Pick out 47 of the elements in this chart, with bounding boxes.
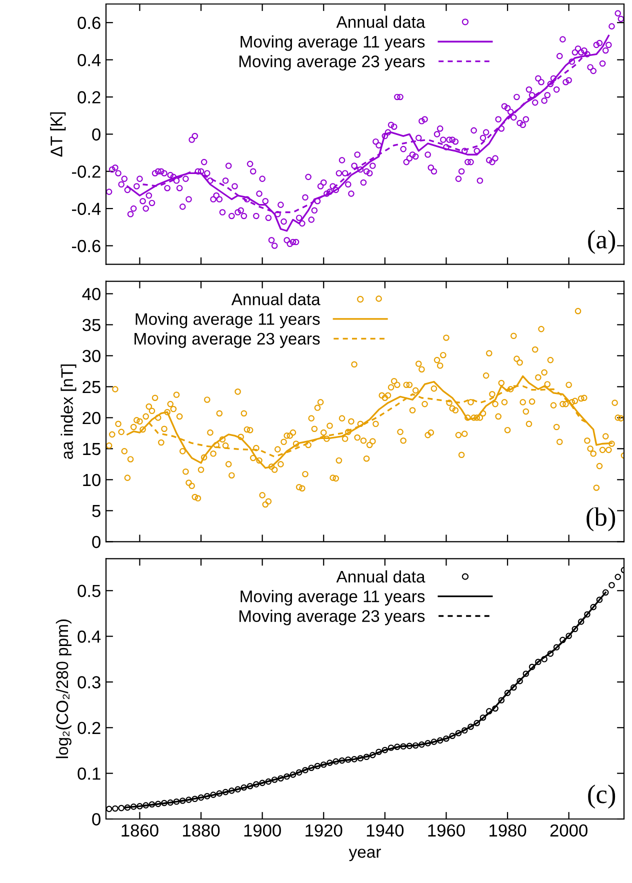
y-tick-label: 0.6 bbox=[78, 16, 100, 30]
y-tick-label: 0.3 bbox=[78, 676, 100, 688]
legend-label: Annual data bbox=[336, 570, 426, 583]
y-tick-label: -0.2 bbox=[72, 166, 100, 178]
y-tick-label: 5 bbox=[92, 505, 100, 518]
legend-label: Moving average 23 years bbox=[239, 610, 425, 626]
y-tick-label: 0.4 bbox=[78, 54, 101, 66]
legend-label: Moving average 23 years bbox=[239, 55, 425, 71]
x-tick-label: 1940 bbox=[366, 824, 404, 837]
x-tick-label: 1920 bbox=[306, 824, 342, 837]
legend-label: Moving average 11 years bbox=[136, 312, 320, 328]
y-tick-label: 10 bbox=[83, 474, 100, 486]
y-tick-label: 0 bbox=[92, 128, 100, 141]
legend-label: Annual data bbox=[336, 16, 426, 28]
x-tick-label: 1960 bbox=[428, 824, 465, 837]
x-tick-label: 1900 bbox=[244, 824, 281, 837]
y-axis-title: ΔT [K] bbox=[50, 112, 66, 157]
y-tick-label: 35 bbox=[82, 318, 100, 332]
legend-label: Annual data bbox=[231, 293, 320, 306]
legend-label: Moving average 23 years bbox=[134, 332, 320, 348]
y-axis-title: aa index [nT] bbox=[60, 364, 76, 459]
x-tick-label: 1880 bbox=[183, 824, 220, 837]
y-tick-label: 0.1 bbox=[78, 767, 100, 780]
y-tick-label: 0.5 bbox=[78, 584, 100, 598]
x-tick-label: 1980 bbox=[490, 824, 526, 837]
y-tick-label: 0 bbox=[92, 813, 100, 826]
x-tick-label: 1860 bbox=[122, 824, 158, 837]
y-tick-label: 30 bbox=[82, 350, 100, 362]
x-axis-title: year bbox=[348, 848, 381, 862]
x-tick-label: 2000 bbox=[550, 824, 588, 837]
y-tick-label: 15 bbox=[83, 443, 100, 456]
y-tick-label: -0.4 bbox=[72, 202, 101, 216]
legend-label: Moving average 11 years bbox=[240, 590, 425, 606]
y-tick-label: 20 bbox=[82, 412, 100, 424]
legend-label: Moving average 11 years bbox=[240, 35, 425, 51]
y-tick-label: -0.6 bbox=[72, 240, 100, 252]
y-tick-label: 25 bbox=[82, 380, 100, 394]
y-tick-label: 0.4 bbox=[78, 630, 101, 643]
annotation: (b) bbox=[586, 507, 616, 532]
line-series bbox=[148, 385, 588, 458]
y-tick-label: 40 bbox=[82, 288, 100, 300]
annotation: (a) bbox=[588, 230, 616, 254]
y-tick-label: 0 bbox=[92, 536, 100, 548]
y-tick-label: 0.2 bbox=[78, 722, 100, 734]
y-tick-label: 0.2 bbox=[78, 91, 100, 104]
annotation: (c) bbox=[588, 784, 616, 809]
y-axis-title: log₂(CO₂/280 ppm) bbox=[56, 619, 72, 758]
